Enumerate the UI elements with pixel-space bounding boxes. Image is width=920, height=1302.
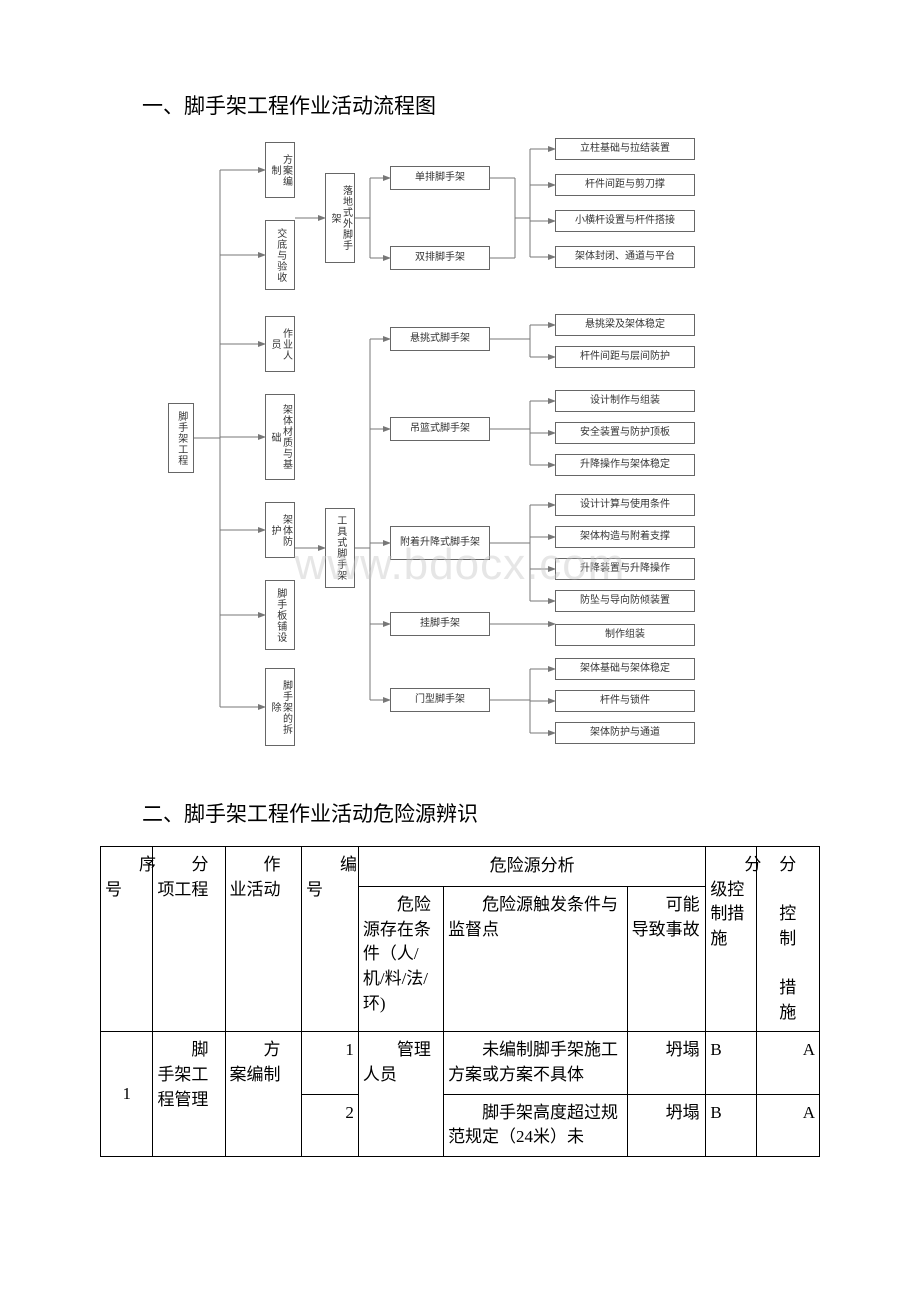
cell-trig-1: 未编制脚手架施工方案或方案不具体	[444, 1032, 628, 1094]
cell-code-1: 1	[302, 1032, 359, 1094]
cell-lvl-2: B	[706, 1094, 756, 1156]
th-accident: 可能导致事故	[627, 887, 706, 1032]
cell-code-2: 2	[302, 1094, 359, 1156]
cell-act: 方案编制	[225, 1032, 301, 1157]
cell-meas-2: A	[756, 1094, 819, 1156]
cell-meas-1: A	[756, 1032, 819, 1094]
flowchart-edges	[160, 138, 750, 728]
table-header-row-1: 序号 分项工程 作业活动 编号 危险源分析 分级控制措施 分控制措施	[101, 847, 820, 887]
th-trigger: 危险源触发条件与监督点	[444, 887, 628, 1032]
hazard-table: 序号 分项工程 作业活动 编号 危险源分析 分级控制措施 分控制措施 危险源存在…	[100, 846, 820, 1157]
section-2-title: 二、脚手架工程作业活动危险源辨识	[100, 798, 820, 828]
th-analysis: 危险源分析	[358, 847, 705, 887]
cell-lvl-1: B	[706, 1032, 756, 1094]
th-level: 分级控制措施	[706, 847, 756, 1032]
th-sub: 分项工程	[153, 847, 225, 1032]
table-row: 1 脚手架工程管理 方案编制 1 管理人员 未编制脚手架施工方案或方案不具体 坍…	[101, 1032, 820, 1094]
th-code: 编号	[302, 847, 359, 1032]
th-cond: 危险源存在条件（人/机/料/法/环)	[358, 887, 443, 1032]
cell-trig-2: 脚手架高度超过规范规定（24米）未	[444, 1094, 628, 1156]
cell-cond: 管理人员	[358, 1032, 443, 1157]
flowchart: 脚手架工程 方案编制 交底与验收 作业人员 架体材质与基础 架体防护 脚手板铺设…	[160, 138, 750, 728]
th-act: 作业活动	[225, 847, 301, 1032]
cell-acc-1: 坍塌	[627, 1032, 706, 1094]
section-1-title: 一、脚手架工程作业活动流程图	[100, 90, 820, 120]
th-seq: 序号	[101, 847, 153, 1032]
cell-seq: 1	[101, 1032, 153, 1157]
cell-sub: 脚手架工程管理	[153, 1032, 225, 1157]
th-measures: 分控制措施	[756, 847, 819, 1032]
cell-acc-2: 坍塌	[627, 1094, 706, 1156]
